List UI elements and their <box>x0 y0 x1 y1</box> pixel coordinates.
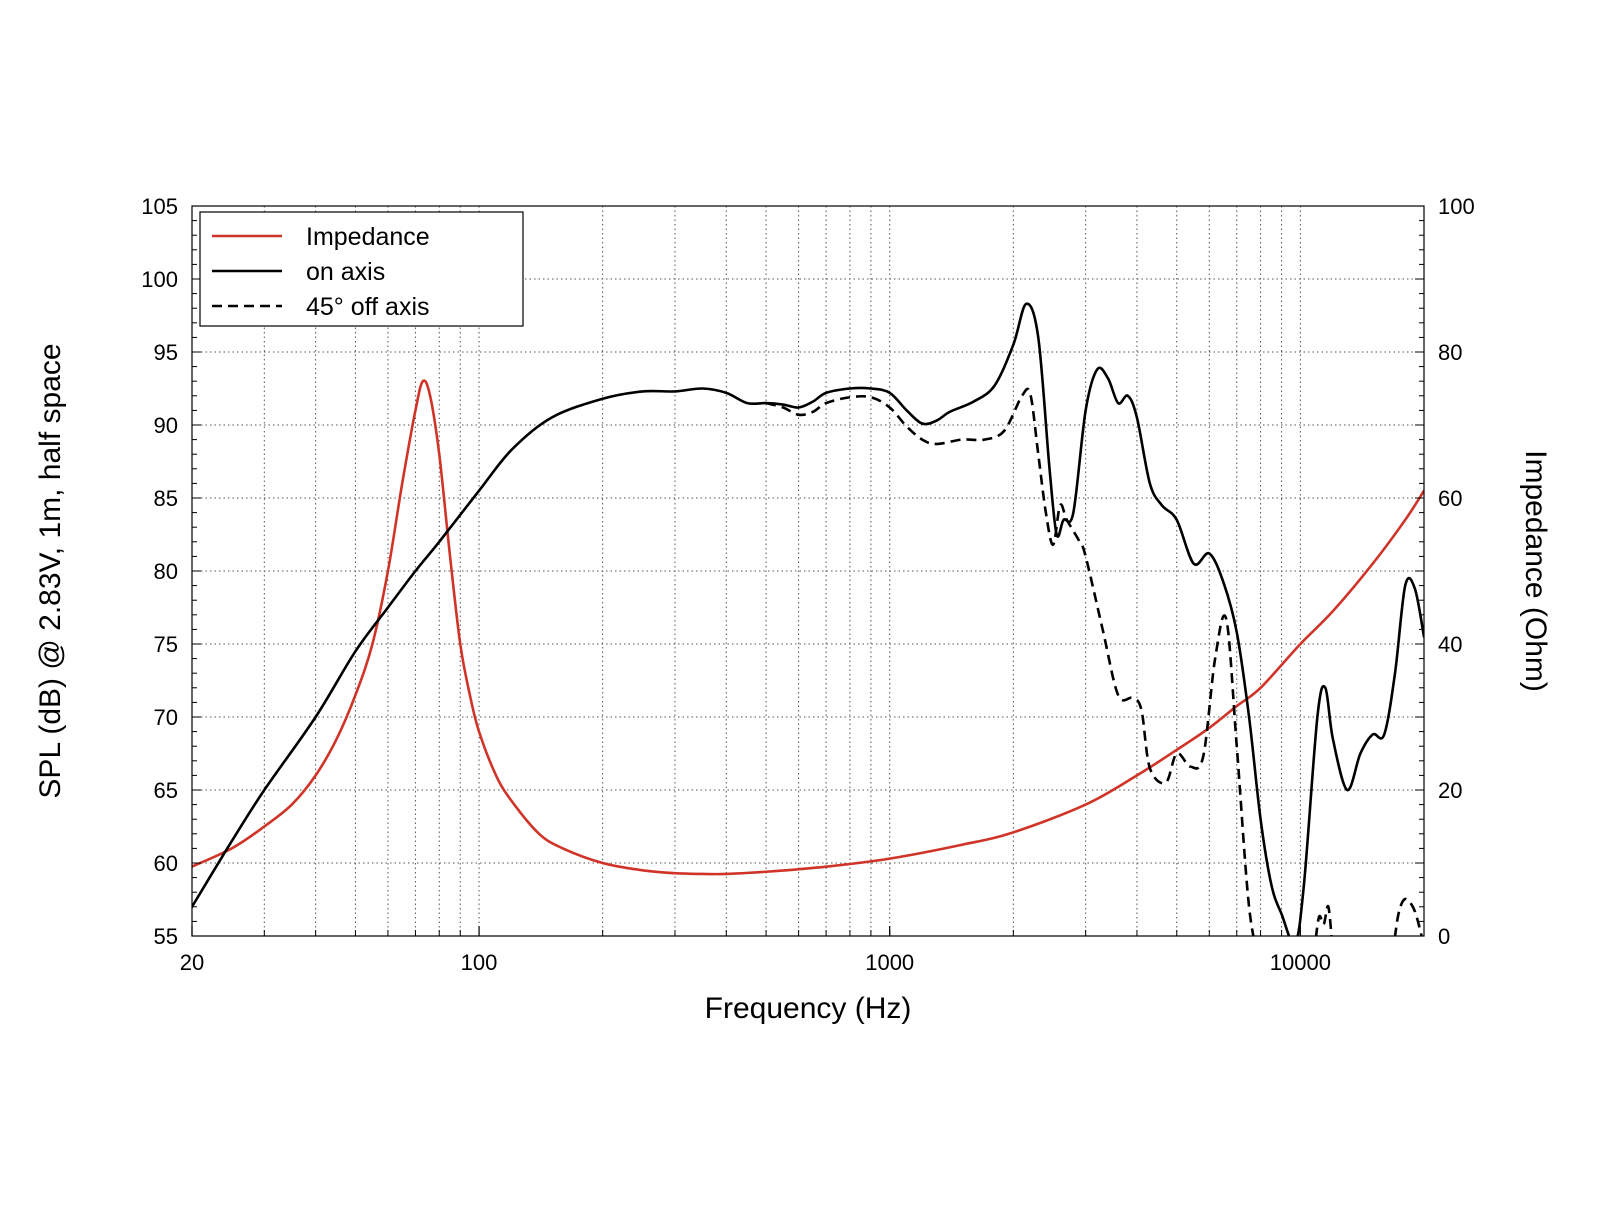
x-axis-title: Frequency (Hz) <box>705 992 912 1025</box>
series-line-45-off-axis-segment-3 <box>1393 897 1423 936</box>
y-right-tick-label: 0 <box>1438 924 1450 949</box>
y-right-tick-label: 20 <box>1438 778 1462 803</box>
y-axis-right-title: Impedance (Ohm) <box>1519 450 1552 692</box>
y-left-tick-label: 85 <box>154 486 178 511</box>
y-axis-left-title: SPL (dB) @ 2.83V, 1m, half space <box>34 343 67 798</box>
series-layer <box>192 302 1424 936</box>
y-right-tick-label: 100 <box>1438 194 1475 219</box>
legend-label-on-axis: on axis <box>306 258 385 286</box>
y-left-tick-label: 90 <box>154 413 178 438</box>
y-right-tick-label: 40 <box>1438 632 1462 657</box>
ticks: 20 100 1000 10000 55 60 65 70 75 80 85 90 95 100 105 0 2… <box>141 194 1474 975</box>
legend: Impedance on axis 45° off axis <box>199 211 524 327</box>
x-tick-label: 1000 <box>865 950 914 975</box>
x-tick-label: 20 <box>180 950 204 975</box>
x-tick-label: 10000 <box>1270 950 1331 975</box>
y-right-tick-label: 80 <box>1438 340 1462 365</box>
y-left-tick-label: 55 <box>154 924 178 949</box>
series-line-45-off-axis <box>765 387 1255 936</box>
y-left-tick-label: 70 <box>154 705 178 730</box>
legend-label-impedance: Impedance <box>306 223 430 251</box>
y-left-tick-label: 80 <box>154 559 178 584</box>
series-line-impedance <box>192 379 1424 876</box>
legend-label-off-axis: 45° off axis <box>306 293 430 321</box>
y-left-tick-label: 105 <box>141 194 178 219</box>
y-left-tick-label: 65 <box>154 778 178 803</box>
y-right-tick-label: 60 <box>1438 486 1462 511</box>
y-left-tick-label: 95 <box>154 340 178 365</box>
y-left-tick-label: 100 <box>141 267 178 292</box>
y-left-tick-label: 75 <box>154 632 178 657</box>
x-tick-label: 100 <box>461 950 498 975</box>
series-line-on-axis <box>192 302 1424 936</box>
y-left-tick-label: 60 <box>154 851 178 876</box>
